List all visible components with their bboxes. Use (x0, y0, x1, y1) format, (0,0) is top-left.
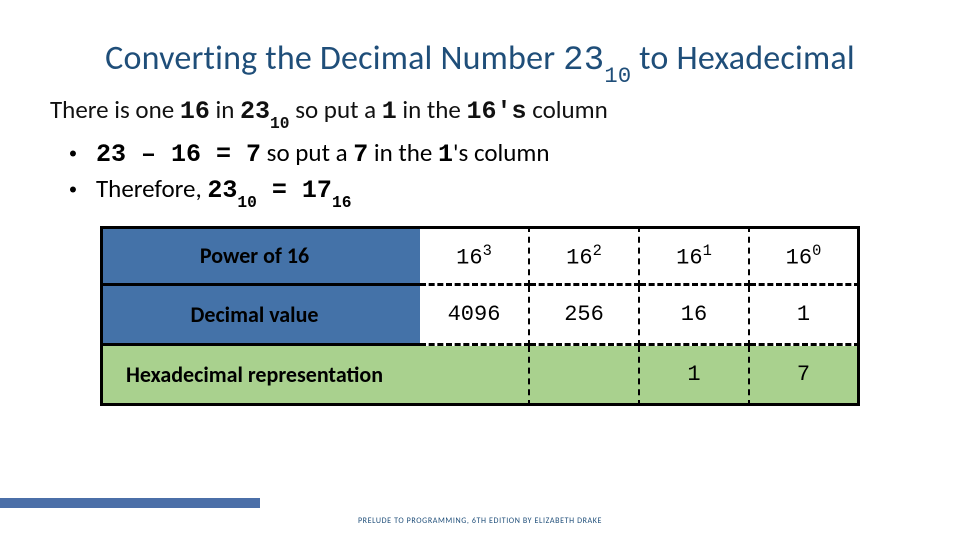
accent-strip (0, 498, 260, 508)
intro-one: 1 (382, 97, 397, 126)
row-label-power: Power of 16 (100, 226, 420, 286)
dec-cell: 256 (530, 286, 640, 346)
dec-cell: 4096 (420, 286, 530, 346)
intro-16: 16 (180, 97, 210, 126)
dec-cell: 16 (640, 286, 750, 346)
intro-b: in (210, 94, 240, 125)
bullet-1: • 23 – 16 = 7 so put a 7 in the 1's colu… (50, 137, 910, 169)
power-cell: 163 (420, 226, 530, 286)
intro-c: so put a (290, 94, 382, 125)
footer-text: PRELUDE TO PROGRAMMING, 6TH EDITION BY E… (0, 516, 960, 526)
hex-cell: 7 (750, 346, 860, 406)
intro-line: There is one 16 in 2310 so put a 1 in th… (50, 94, 910, 129)
intro-d: in the (397, 94, 467, 125)
table-row: Power of 16 163 162 161 160 (100, 226, 860, 286)
b2-eq: = (257, 176, 302, 205)
b2-n: 23 (207, 176, 237, 205)
hex-cell (420, 346, 530, 406)
table-row: Decimal value 4096 256 16 1 (100, 286, 860, 346)
b1-expr: 23 – 16 = 7 (96, 140, 261, 169)
bullet-dot-icon: • (50, 143, 96, 168)
slide-title: Converting the Decimal Number 2310 to He… (50, 38, 910, 84)
b2-r: 17 (302, 176, 332, 205)
b1-mid: so put a (261, 137, 353, 168)
table-row: Hexadecimal representation 1 7 (100, 346, 860, 406)
row-label-hex: Hexadecimal representation (100, 346, 420, 406)
b1-one: 1 (438, 140, 453, 169)
intro-e: column (527, 94, 608, 125)
b1-rest: in the (368, 137, 438, 168)
b2-a: Therefore, (96, 173, 207, 204)
title-b: to Hexadecimal (631, 38, 855, 79)
conversion-table: Power of 16 163 162 161 160 Decimal valu… (100, 226, 860, 406)
b1-seven: 7 (353, 140, 368, 169)
power-cell: 162 (530, 226, 640, 286)
title-num: 23 (563, 42, 604, 80)
intro-nsub: 10 (270, 114, 290, 133)
bullet-dot-icon: • (50, 179, 96, 204)
hex-cell (530, 346, 640, 406)
b1-tail: 's column (453, 137, 549, 168)
b2-rsub: 16 (332, 193, 352, 212)
row-label-decimal: Decimal value (100, 286, 420, 346)
b2-nsub: 10 (237, 193, 257, 212)
bullet-2: • Therefore, 2310 = 1716 (50, 173, 910, 208)
title-a: Converting the Decimal Number (105, 38, 563, 79)
hex-cell: 1 (640, 346, 750, 406)
intro-a: There is one (50, 94, 180, 125)
intro-n: 23 (240, 97, 270, 126)
dec-cell: 1 (750, 286, 860, 346)
power-cell: 160 (750, 226, 860, 286)
power-cell: 161 (640, 226, 750, 286)
title-sub: 10 (604, 64, 631, 89)
intro-col: 16's (467, 97, 527, 126)
bullet-list: • 23 – 16 = 7 so put a 7 in the 1's colu… (50, 137, 910, 208)
